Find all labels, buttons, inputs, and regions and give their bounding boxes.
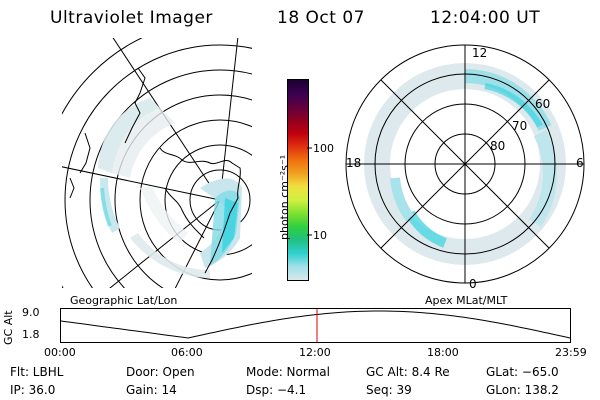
mlat-label: 70 — [512, 119, 528, 133]
time-tick: 06:00 — [171, 346, 203, 359]
glat-status: GLat: −65.0 — [486, 365, 559, 379]
filter-status: Flt: LBHL — [10, 365, 64, 379]
aurora-emission-left — [98, 98, 242, 278]
time-tick: 23:59 — [555, 346, 587, 359]
meridian-line — [219, 38, 239, 201]
colorbar-ticks — [307, 147, 312, 236]
dsp-status: Dsp: −4.1 — [246, 383, 307, 397]
mlt-line — [380, 79, 550, 249]
mlt-label-noon: 12 — [472, 46, 488, 60]
altitude-ylabel: GC Alt — [2, 310, 15, 345]
lat-circle — [89, 69, 252, 288]
colorbar-tick-label: 100 — [313, 142, 334, 155]
gc-altitude-status: GC Alt: 8.4 Re — [366, 365, 450, 379]
instrument-title: Ultraviolet Imager — [50, 8, 213, 28]
mlt-label-dawn: 6 — [576, 156, 584, 170]
observation-time: 12:04:00 UT — [430, 8, 541, 28]
lat-circle — [64, 44, 252, 288]
gain-status: Gain: 14 — [126, 383, 177, 397]
ip-status: IP: 36.0 — [10, 383, 56, 397]
altitude-curve — [60, 310, 571, 339]
meridian-line — [62, 166, 221, 201]
left-map-caption: Geographic Lat/Lon — [70, 294, 178, 307]
altitude-ytick: 9.0 — [22, 306, 40, 319]
mlat-label: 60 — [535, 97, 551, 111]
door-status: Door: Open — [126, 365, 195, 379]
lat-circle — [139, 119, 252, 281]
colorbar-gradient — [288, 80, 308, 280]
lat-circle — [114, 94, 252, 288]
mlt-label-dusk: 18 — [346, 156, 362, 170]
colorbar-tick-label: 10 — [313, 229, 327, 242]
glon-status: GLon: 138.2 — [486, 383, 559, 397]
polar-map — [345, 44, 585, 284]
altitude-ytick: 1.8 — [22, 328, 40, 341]
colorbar-unit-label: photon cm⁻²s⁻¹ — [278, 154, 291, 240]
mlat-label: 80 — [490, 139, 506, 153]
colorbar — [287, 79, 309, 281]
mlt-label-midnight: 0 — [469, 277, 477, 291]
observation-date: 18 Oct 07 — [277, 8, 365, 28]
time-tick: 00:00 — [44, 346, 76, 359]
sequence-status: Seq: 39 — [366, 383, 412, 397]
time-tick: 18:00 — [427, 346, 459, 359]
time-tick: 12:00 — [299, 346, 331, 359]
coastline-outline — [69, 67, 241, 274]
mode-status: Mode: Normal — [246, 365, 330, 379]
meridian-line — [109, 199, 221, 288]
geographic-map — [62, 38, 252, 288]
altitude-plot — [60, 308, 571, 343]
right-map-caption: Apex MLat/MLT — [425, 294, 508, 307]
